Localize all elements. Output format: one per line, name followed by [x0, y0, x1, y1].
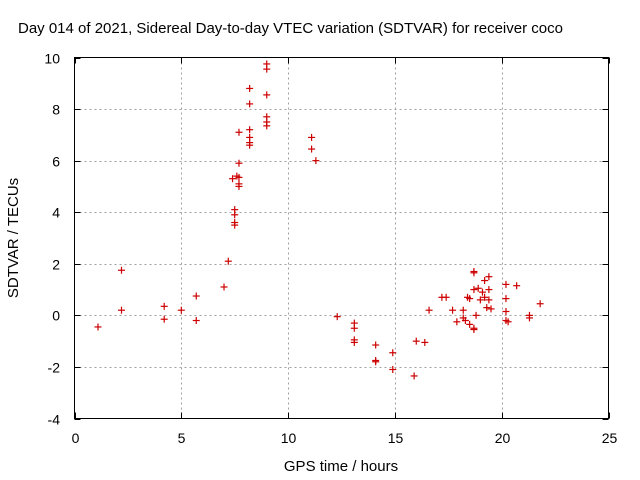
data-points: [94, 60, 544, 380]
data-point: [263, 65, 271, 73]
data-point: [231, 221, 239, 229]
x-axis-label: GPS time / hours: [284, 458, 398, 475]
data-point: [513, 282, 521, 290]
y-tick-label: 4: [52, 205, 60, 221]
data-point: [372, 341, 380, 349]
data-point: [466, 320, 474, 328]
chart-title: Day 014 of 2021, Sidereal Day-to-day VTE…: [18, 20, 563, 37]
data-point: [502, 295, 510, 303]
data-point: [312, 157, 320, 165]
data-point: [350, 338, 358, 346]
data-point: [117, 306, 125, 314]
data-point: [246, 126, 254, 134]
data-point: [192, 317, 200, 325]
data-point: [476, 296, 484, 304]
data-point: [481, 277, 489, 285]
plot-frame: [74, 57, 609, 419]
axis-ticks: 0 5 10 15 20 25 -4 -2 0 2 4 6 8 10: [44, 51, 617, 447]
data-point: [220, 283, 228, 291]
data-point: [246, 100, 254, 108]
data-point: [525, 314, 533, 322]
y-tick-label: 2: [52, 257, 60, 273]
data-point: [308, 133, 316, 141]
data-point: [466, 295, 474, 303]
y-tick-label: 8: [52, 102, 60, 118]
y-tick-label: 6: [52, 154, 60, 170]
data-point: [192, 292, 200, 300]
data-point: [235, 173, 243, 181]
x-tick-label: 15: [388, 430, 404, 446]
data-point: [410, 372, 418, 380]
data-point: [246, 141, 254, 149]
data-point: [485, 286, 493, 294]
data-point: [231, 211, 239, 219]
data-point: [263, 122, 271, 130]
data-point: [160, 315, 168, 323]
data-point: [389, 349, 397, 357]
data-point: [504, 318, 512, 326]
data-point: [502, 307, 510, 315]
data-point: [94, 323, 102, 331]
data-point: [425, 306, 433, 314]
data-point: [483, 304, 491, 312]
data-point: [117, 266, 125, 274]
data-point: [333, 313, 341, 321]
y-tick-label: -4: [48, 412, 61, 428]
data-point: [389, 366, 397, 374]
data-point: [461, 317, 469, 325]
y-tick-label: -2: [48, 360, 61, 376]
x-tick-label: 25: [602, 430, 618, 446]
data-point: [442, 293, 450, 301]
data-point: [481, 293, 489, 301]
data-point: [235, 182, 243, 190]
data-point: [502, 280, 510, 288]
data-point: [470, 286, 478, 294]
data-point: [470, 326, 478, 334]
data-point: [160, 302, 168, 310]
y-axis-label: SDTVAR / TECUs: [5, 178, 22, 298]
data-point: [487, 305, 495, 313]
data-point: [246, 84, 254, 92]
data-point: [350, 324, 358, 332]
data-point: [474, 284, 482, 292]
x-tick-label: 20: [495, 430, 511, 446]
data-point: [224, 257, 232, 265]
data-point: [478, 288, 486, 296]
data-point: [470, 269, 478, 277]
x-tick-label: 10: [281, 430, 297, 446]
x-tick-label: 5: [178, 430, 186, 446]
data-point: [235, 159, 243, 167]
data-point: [263, 91, 271, 99]
data-point: [485, 273, 493, 281]
data-point: [177, 306, 185, 314]
x-tick-label: 0: [72, 430, 80, 446]
data-point: [449, 306, 457, 314]
data-point: [372, 358, 380, 366]
data-point: [308, 145, 316, 153]
y-tick-label: 10: [44, 51, 60, 67]
data-point: [485, 296, 493, 304]
data-point: [536, 300, 544, 308]
data-point: [453, 318, 461, 326]
grid-lines: [74, 57, 609, 419]
y-tick-label: 0: [52, 308, 60, 324]
data-point: [229, 175, 237, 183]
data-point: [421, 338, 429, 346]
data-point: [235, 128, 243, 136]
data-point: [459, 306, 467, 314]
data-point: [412, 337, 420, 345]
data-point: [472, 311, 480, 319]
